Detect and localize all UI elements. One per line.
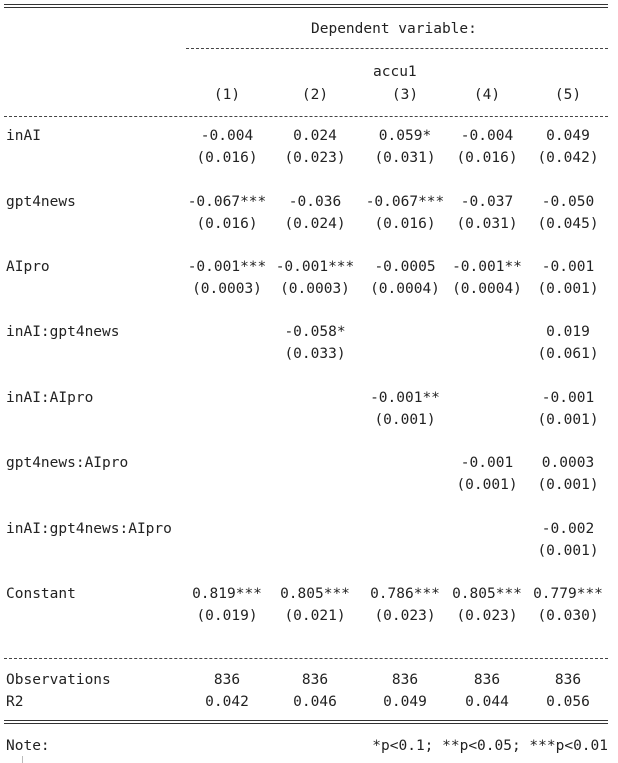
stats-dashed-rule — [4, 658, 608, 659]
row-label-gpt4news-aipro: gpt4news:AIpro — [6, 455, 129, 471]
se-cell: (0.030) — [537, 608, 599, 624]
row-label-inai-gpt4news: inAI:gpt4news — [6, 324, 120, 340]
coef-cell: -0.067*** — [365, 194, 445, 210]
depvar-name: accu1 — [373, 64, 417, 80]
body-top-dashed-rule — [4, 116, 608, 117]
stat-cell: 0.044 — [465, 694, 509, 710]
coef-cell: -0.001*** — [187, 259, 267, 275]
stat-cell: 836 — [213, 672, 241, 688]
top-double-rule — [4, 4, 608, 8]
row-label-gpt4news: gpt4news — [6, 194, 76, 210]
coef-cell: 0.779*** — [533, 586, 603, 602]
se-cell: (0.0003) — [280, 281, 350, 297]
coef-cell: 0.805*** — [452, 586, 522, 602]
row-label-aipro: AIpro — [6, 259, 50, 275]
se-cell: (0.001) — [537, 412, 599, 428]
se-cell: (0.023) — [374, 608, 436, 624]
se-cell: (0.001) — [456, 477, 518, 493]
se-cell: (0.0003) — [192, 281, 262, 297]
stat-cell: 0.049 — [383, 694, 427, 710]
stat-cell: 0.056 — [546, 694, 590, 710]
se-cell: (0.019) — [196, 608, 258, 624]
stat-cell: 0.046 — [293, 694, 337, 710]
coef-cell: 0.805*** — [280, 586, 350, 602]
coef-cell: -0.058* — [284, 324, 346, 340]
se-cell: (0.042) — [537, 150, 599, 166]
se-cell: (0.0004) — [370, 281, 440, 297]
coef-cell: -0.050 — [541, 194, 595, 210]
note-text: *p<0.1; **p<0.05; ***p<0.01 — [372, 738, 608, 754]
stat-cell: 836 — [301, 672, 329, 688]
se-cell: (0.031) — [456, 216, 518, 232]
se-cell: (0.031) — [374, 150, 436, 166]
coef-cell: -0.001** — [452, 259, 522, 275]
text-cursor — [22, 756, 23, 763]
coef-cell: -0.001** — [370, 390, 440, 406]
row-label-constant: Constant — [6, 586, 76, 602]
header-dashed-rule — [186, 48, 608, 49]
column-header-1: (1) — [213, 87, 241, 103]
se-cell: (0.061) — [537, 346, 599, 362]
se-cell: (0.033) — [284, 346, 346, 362]
stat-cell: 0.042 — [205, 694, 249, 710]
dependent-variable-header: Dependent variable: — [311, 21, 477, 37]
se-cell: (0.023) — [284, 150, 346, 166]
coef-cell: -0.067*** — [187, 194, 267, 210]
se-cell: (0.045) — [537, 216, 599, 232]
column-header-2: (2) — [301, 87, 329, 103]
stat-cell: 836 — [554, 672, 582, 688]
se-cell: (0.016) — [374, 216, 436, 232]
coef-cell: -0.001 — [460, 455, 514, 471]
se-cell: (0.023) — [456, 608, 518, 624]
coef-cell: -0.004 — [200, 128, 254, 144]
note-label: Note: — [6, 738, 50, 754]
se-cell: (0.016) — [196, 150, 258, 166]
column-header-4: (4) — [473, 87, 501, 103]
coef-cell: -0.0005 — [374, 259, 436, 275]
coef-cell: -0.002 — [541, 521, 595, 537]
se-cell: (0.001) — [537, 543, 599, 559]
stat-label-r2: R2 — [6, 694, 24, 710]
stat-cell: 836 — [473, 672, 501, 688]
coef-cell: -0.037 — [460, 194, 514, 210]
se-cell: (0.016) — [196, 216, 258, 232]
bottom-double-rule — [4, 720, 608, 724]
coef-cell: 0.049 — [546, 128, 590, 144]
coef-cell: 0.019 — [546, 324, 590, 340]
coef-cell: -0.004 — [460, 128, 514, 144]
coef-cell: 0.786*** — [370, 586, 440, 602]
row-label-inai: inAI — [6, 128, 41, 144]
se-cell: (0.0004) — [452, 281, 522, 297]
stat-label-observations: Observations — [6, 672, 111, 688]
coef-cell: 0.059* — [378, 128, 432, 144]
se-cell: (0.016) — [456, 150, 518, 166]
se-cell: (0.001) — [537, 281, 599, 297]
se-cell: (0.024) — [284, 216, 346, 232]
coef-cell: -0.001 — [541, 390, 595, 406]
column-header-5: (5) — [554, 87, 582, 103]
coef-cell: -0.036 — [288, 194, 342, 210]
stat-cell: 836 — [391, 672, 419, 688]
coef-cell: -0.001 — [541, 259, 595, 275]
column-header-3: (3) — [391, 87, 419, 103]
coef-cell: 0.024 — [293, 128, 337, 144]
row-label-inai-gpt4news-aipro: inAI:gpt4news:AIpro — [6, 521, 172, 537]
se-cell: (0.001) — [374, 412, 436, 428]
se-cell: (0.001) — [537, 477, 599, 493]
coef-cell: 0.819*** — [192, 586, 262, 602]
se-cell: (0.021) — [284, 608, 346, 624]
coef-cell: 0.0003 — [541, 455, 595, 471]
row-label-inai-aipro: inAI:AIpro — [6, 390, 94, 406]
coef-cell: -0.001*** — [275, 259, 355, 275]
